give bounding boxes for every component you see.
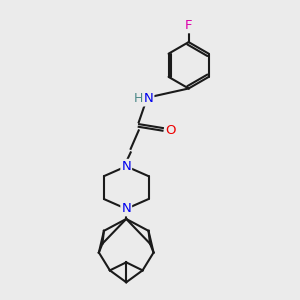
Text: F: F <box>185 19 192 32</box>
Text: H: H <box>134 92 143 105</box>
Text: N: N <box>121 160 131 173</box>
Text: O: O <box>166 124 176 136</box>
Text: N: N <box>144 92 153 105</box>
Text: N: N <box>121 202 131 215</box>
